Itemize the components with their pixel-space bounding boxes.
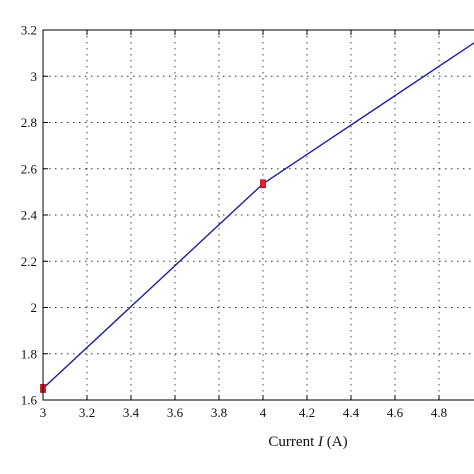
y-tick-label: 2.2 — [21, 254, 37, 269]
x-tick-label: 4 — [260, 405, 267, 420]
y-tick-label: 3.2 — [21, 23, 37, 38]
data-point-marker — [260, 179, 266, 189]
series-line — [42, 42, 474, 389]
grid — [43, 30, 474, 400]
y-tick-label: 1.8 — [21, 346, 37, 361]
x-tick-label: 4.6 — [387, 405, 404, 420]
y-tick-label: 2.4 — [21, 208, 38, 223]
x-tick-label: 4.4 — [343, 405, 360, 420]
x-tick-labels: 3 3.2 3.4 3.6 3.8 4 4.2 4.4 4.6 4.8 — [40, 405, 447, 420]
x-axis-title: Current I (A) — [268, 434, 347, 450]
x-tick-label: 3 — [40, 405, 47, 420]
x-axis-title-prefix: Current — [268, 434, 318, 450]
y-tick-label: 3 — [31, 69, 38, 84]
series-group — [42, 42, 474, 389]
x-tick-label: 4.8 — [431, 405, 447, 420]
y-tick-label: 2.8 — [21, 115, 37, 130]
x-axis-title-variable: I — [317, 434, 324, 450]
x-tick-label: 4.2 — [299, 405, 315, 420]
x-tick-label: 3.4 — [123, 405, 140, 420]
x-tick-label: 3.2 — [79, 405, 95, 420]
plot-frame — [42, 29, 474, 401]
y-tick-label: 2.6 — [21, 161, 38, 176]
y-tick-labels: 1.6 1.8 2 2.2 2.4 2.6 2.8 3 3.2 — [21, 23, 38, 408]
x-tick-label: 3.8 — [211, 405, 227, 420]
x-tick-label: 3.6 — [167, 405, 184, 420]
x-axis-title-unit: (A) — [323, 434, 348, 450]
y-tick-label: 1.6 — [21, 393, 38, 408]
y-tick-label: 2 — [31, 300, 38, 315]
